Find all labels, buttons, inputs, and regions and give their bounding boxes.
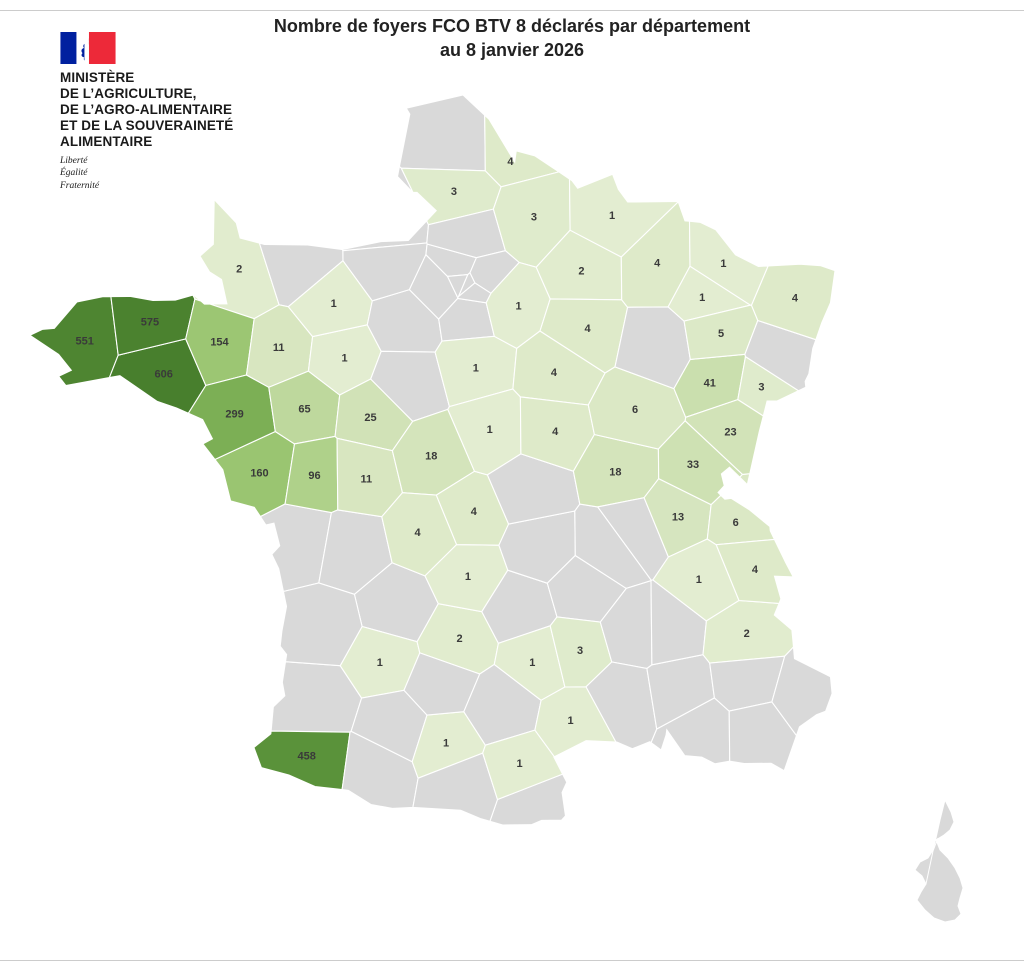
svg-text:1: 1	[516, 758, 522, 770]
svg-text:3: 3	[451, 186, 457, 198]
svg-text:1: 1	[465, 571, 471, 583]
svg-text:4: 4	[654, 257, 661, 269]
svg-text:2: 2	[236, 264, 242, 276]
svg-text:4: 4	[552, 426, 559, 438]
svg-text:3: 3	[758, 382, 764, 394]
svg-text:4: 4	[584, 323, 591, 335]
svg-text:1: 1	[699, 292, 705, 304]
svg-text:41: 41	[704, 378, 716, 390]
svg-text:1: 1	[341, 353, 347, 365]
svg-text:33: 33	[687, 459, 699, 471]
svg-text:11: 11	[273, 342, 285, 354]
svg-text:160: 160	[250, 467, 268, 479]
svg-text:3: 3	[577, 645, 583, 657]
svg-text:23: 23	[724, 427, 736, 439]
svg-text:1: 1	[377, 657, 383, 669]
svg-text:551: 551	[76, 336, 94, 348]
svg-text:154: 154	[210, 337, 229, 349]
svg-text:2: 2	[457, 633, 463, 645]
svg-text:4: 4	[415, 527, 422, 539]
svg-text:4: 4	[792, 292, 799, 304]
svg-text:1: 1	[487, 424, 493, 436]
svg-text:299: 299	[225, 409, 243, 421]
svg-text:65: 65	[298, 403, 310, 415]
svg-text:2: 2	[578, 265, 584, 277]
svg-text:1: 1	[720, 258, 726, 270]
svg-text:606: 606	[155, 368, 173, 380]
svg-text:18: 18	[609, 467, 621, 479]
svg-text:4: 4	[551, 367, 558, 379]
svg-text:458: 458	[298, 751, 316, 763]
svg-text:1: 1	[696, 574, 702, 586]
svg-text:575: 575	[141, 317, 159, 329]
svg-text:13: 13	[672, 511, 684, 523]
svg-text:4: 4	[507, 156, 514, 168]
svg-text:4: 4	[752, 564, 759, 576]
svg-text:11: 11	[360, 473, 372, 485]
svg-text:1: 1	[443, 737, 449, 749]
svg-text:1: 1	[568, 715, 574, 727]
svg-text:1: 1	[609, 210, 615, 222]
svg-text:6: 6	[733, 517, 739, 529]
svg-text:25: 25	[364, 412, 376, 424]
svg-text:3: 3	[531, 211, 537, 223]
svg-text:1: 1	[529, 657, 535, 669]
svg-text:1: 1	[473, 363, 479, 375]
svg-text:96: 96	[308, 470, 320, 482]
svg-text:1: 1	[515, 300, 521, 312]
svg-text:2: 2	[744, 628, 750, 640]
svg-text:18: 18	[425, 451, 437, 463]
svg-text:6: 6	[632, 404, 638, 416]
svg-text:4: 4	[471, 506, 478, 518]
svg-text:1: 1	[331, 298, 337, 310]
svg-text:5: 5	[718, 328, 724, 340]
